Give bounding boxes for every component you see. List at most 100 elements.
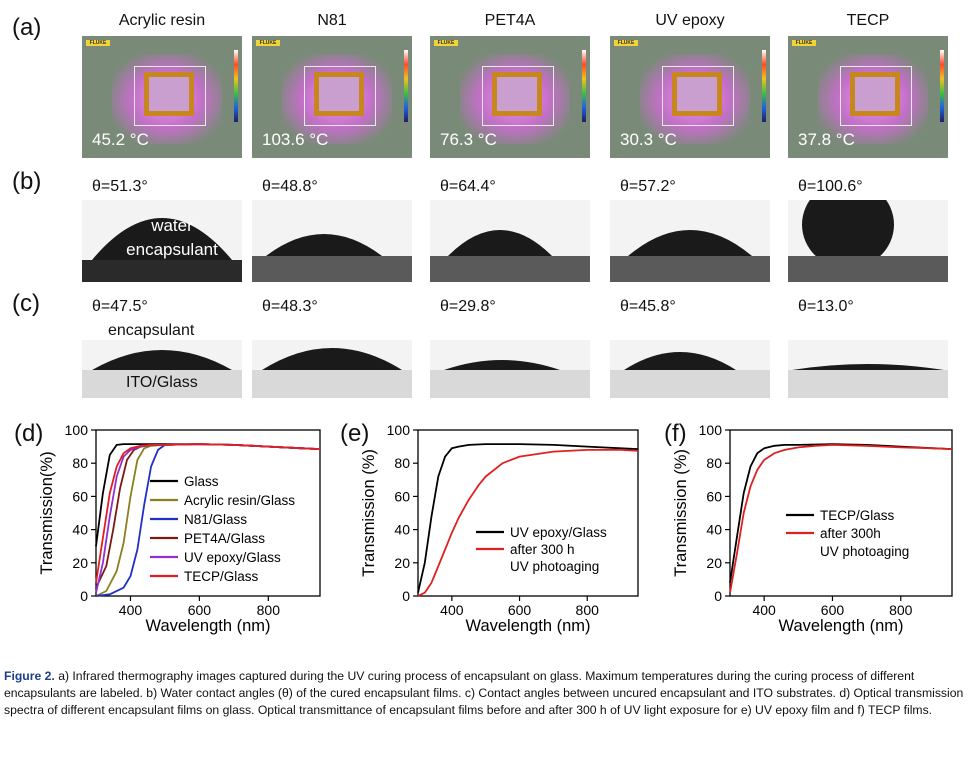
- x-tick-label: 800: [257, 602, 281, 618]
- substrate: [610, 370, 770, 398]
- substrate: [82, 370, 242, 398]
- droplet-profile: [252, 200, 412, 282]
- y-tick-label: 20: [72, 555, 88, 571]
- droplet: [266, 234, 382, 256]
- droplet: [92, 350, 232, 370]
- ito-contact-angle: θ=45.8°: [620, 298, 676, 315]
- y-tick-label: 0: [714, 588, 722, 604]
- water-drop-image: [788, 200, 948, 282]
- x-tick-label: 800: [576, 602, 600, 618]
- droplet: [624, 352, 736, 370]
- max-temperature: 45.2 °C: [92, 130, 149, 149]
- panel-label-a: (a): [12, 14, 42, 41]
- x-tick-label: 600: [821, 602, 845, 618]
- material-title: TECP: [846, 12, 890, 29]
- x-axis-label: Wavelength (nm): [465, 617, 590, 635]
- water-contact-angle: θ=51.3°: [92, 178, 148, 195]
- ito-contact-angle: θ=48.3°: [262, 298, 318, 315]
- legend-label: after 300h: [820, 526, 881, 541]
- max-temperature: 30.3 °C: [620, 130, 677, 149]
- legend-label: TECP/Glass: [184, 569, 259, 584]
- color-scale-bar: [940, 50, 944, 122]
- x-tick-label: 600: [188, 602, 212, 618]
- legend-label: Glass: [184, 474, 219, 489]
- ito-glass-label: ITO/Glass: [126, 374, 198, 391]
- x-axis-label: Wavelength (nm): [778, 617, 903, 635]
- water-contact-angle: θ=57.2°: [620, 178, 676, 195]
- y-tick-label: 20: [706, 555, 722, 571]
- substrate: [788, 370, 948, 398]
- measure-box: [662, 66, 734, 126]
- legend-label: Acrylic resin/Glass: [184, 493, 295, 508]
- x-tick-label: 800: [889, 602, 913, 618]
- thermography-image: FLUKE 37.8 °C: [788, 36, 948, 158]
- y-tick-label: 40: [394, 522, 410, 538]
- series-line: [417, 443, 639, 593]
- material-title: Acrylic resin: [118, 12, 206, 29]
- y-tick-label: 0: [402, 588, 410, 604]
- water-contact-angle: θ=64.4°: [440, 178, 496, 195]
- ito-contact-angle: θ=13.0°: [798, 298, 854, 315]
- thermography-image: FLUKE 103.6 °C: [252, 36, 412, 158]
- measure-box: [304, 66, 376, 126]
- max-temperature: 103.6 °C: [262, 130, 329, 149]
- plot-frame: [95, 429, 321, 597]
- droplet-profile: [430, 340, 590, 398]
- droplet-profile: [610, 340, 770, 398]
- droplet-profile: [610, 200, 770, 282]
- ito-contact-angle: θ=29.8°: [440, 298, 496, 315]
- encapsulant-label: encapsulant: [108, 322, 195, 339]
- thermography-image: FLUKE 76.3 °C: [430, 36, 590, 158]
- droplet: [262, 348, 402, 370]
- panel-label-e: (e): [340, 420, 370, 447]
- plot-frame: [729, 429, 953, 597]
- series-line: [417, 448, 639, 597]
- substrate: [610, 256, 770, 282]
- y-tick-label: 0: [80, 588, 88, 604]
- droplet-profile: [82, 340, 242, 398]
- color-scale-bar: [762, 50, 766, 122]
- sample-square: [144, 72, 194, 116]
- water-drop-image: [82, 200, 242, 282]
- plot-frame: [417, 429, 639, 597]
- sample-square: [672, 72, 722, 116]
- legend-label: TECP/Glass: [820, 508, 895, 523]
- measure-box: [840, 66, 912, 126]
- droplet-profile: [252, 340, 412, 398]
- fluke-logo: FLUKE: [614, 40, 638, 46]
- legend-label: N81/Glass: [184, 512, 247, 527]
- droplet: [792, 364, 944, 370]
- y-tick-label: 80: [706, 455, 722, 471]
- y-axis-label: Transmission (%): [672, 449, 690, 577]
- y-axis-label: Transmission(%): [38, 451, 56, 574]
- droplet: [448, 230, 552, 256]
- fluke-logo: FLUKE: [792, 40, 816, 46]
- y-tick-label: 100: [699, 422, 723, 438]
- thermography-image: FLUKE 30.3 °C: [610, 36, 770, 158]
- ito-drop-image: [788, 340, 948, 398]
- water-label: water: [151, 216, 193, 235]
- droplet: [92, 218, 232, 260]
- x-axis-label: Wavelength (nm): [145, 617, 270, 635]
- y-tick-label: 20: [394, 555, 410, 571]
- water-drop-image: [430, 200, 590, 282]
- y-tick-label: 100: [387, 422, 411, 438]
- sample-square: [850, 72, 900, 116]
- figure-caption: Figure 2. a) Infrared thermography image…: [4, 668, 966, 719]
- droplet-profile: [430, 200, 590, 282]
- legend-label: UV photoaging: [510, 559, 599, 574]
- substrate: [82, 260, 242, 282]
- figure-caption-text: a) Infrared thermography images captured…: [4, 669, 964, 717]
- panel-label-c: (c): [12, 290, 40, 317]
- water-contact-angle: θ=48.8°: [262, 178, 318, 195]
- panel-label-f: (f): [664, 420, 687, 447]
- y-tick-label: 60: [706, 488, 722, 504]
- fluke-logo: FLUKE: [434, 40, 458, 46]
- material-title: PET4A: [484, 12, 536, 29]
- fluke-logo: FLUKE: [86, 40, 110, 46]
- x-tick-label: 400: [119, 602, 143, 618]
- measure-box: [482, 66, 554, 126]
- measure-box: [134, 66, 206, 126]
- water-drop-image: [610, 200, 770, 282]
- material-title: UV epoxy: [655, 12, 725, 29]
